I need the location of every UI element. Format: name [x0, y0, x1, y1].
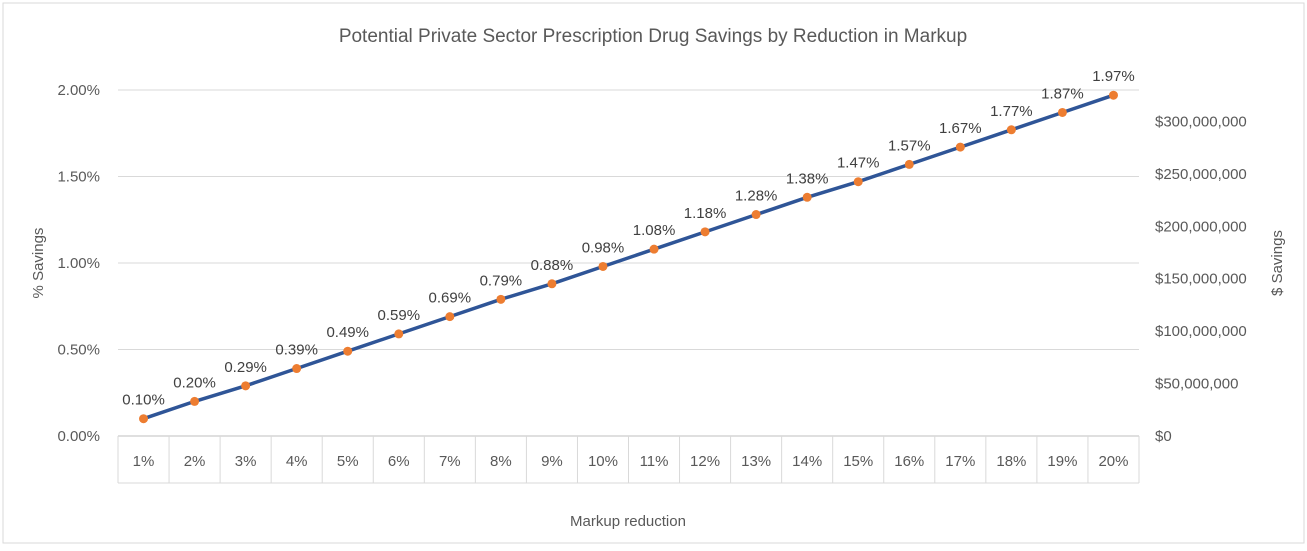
- data-labels: 0.10% 0.20% 0.29% 0.39% 0.49% 0.59% 0.69% 0.79%…: [122, 68, 1134, 409]
- data-point: [598, 261, 608, 271]
- data-label: 0.69%: [429, 290, 472, 307]
- y2-tick-label: $200,000,000: [1155, 218, 1247, 235]
- x-axis-title: Markup reduction: [570, 513, 686, 530]
- data-label: 1.97%: [1092, 68, 1135, 85]
- x-tick-label: 7%: [439, 453, 461, 470]
- x-tick-label: 8%: [490, 453, 512, 470]
- data-point: [700, 227, 710, 237]
- x-tick-label: 17%: [945, 453, 975, 470]
- data-label: 1.57%: [888, 137, 931, 154]
- x-tick-label: 5%: [337, 453, 359, 470]
- y-tick-label: 1.00%: [57, 255, 100, 272]
- data-point: [751, 210, 761, 220]
- data-label: 0.88%: [531, 257, 574, 274]
- data-label: 1.08%: [633, 222, 676, 239]
- x-tick-label: 3%: [235, 453, 257, 470]
- y2-tick-label: $300,000,000: [1155, 113, 1247, 130]
- x-tick-label: 19%: [1047, 453, 1077, 470]
- data-point: [139, 414, 149, 424]
- y-axis-title: % Savings: [30, 228, 47, 299]
- data-label: 0.79%: [480, 272, 523, 289]
- data-label: 1.38%: [786, 170, 829, 187]
- x-tick-label: 9%: [541, 453, 563, 470]
- x-tick-label: 13%: [741, 453, 771, 470]
- axes: 0.00% 0.50% 1.00% 1.50% 2.00% $0 $50,000,000 $1…: [57, 82, 1247, 484]
- x-tick-label: 10%: [588, 453, 618, 470]
- y2-tick-label: $50,000,000: [1155, 376, 1238, 393]
- data-label: 0.20%: [173, 374, 216, 391]
- series-0: [139, 90, 1118, 424]
- x-tick-label: 6%: [388, 453, 410, 470]
- data-label: 1.67%: [939, 120, 982, 137]
- data-label: 1.87%: [1041, 85, 1084, 102]
- data-point: [853, 177, 863, 187]
- data-label: 0.10%: [122, 392, 165, 409]
- y-tick-label: 0.00%: [57, 428, 100, 445]
- data-point: [649, 244, 659, 254]
- data-label: 0.39%: [275, 342, 318, 359]
- data-label: 1.47%: [837, 155, 880, 172]
- y-tick-label: 1.50%: [57, 169, 100, 186]
- data-point: [547, 279, 557, 289]
- data-label: 0.49%: [326, 324, 369, 341]
- y2-tick-label: $100,000,000: [1155, 323, 1247, 340]
- y-tick-label: 0.50%: [57, 342, 100, 359]
- data-point: [904, 159, 914, 169]
- x-tick-label: 1%: [133, 453, 155, 470]
- data-point: [1006, 125, 1016, 135]
- data-point: [343, 346, 353, 356]
- data-label: 1.77%: [990, 103, 1033, 120]
- data-label: 0.59%: [378, 307, 421, 324]
- y2-axis-title: $ Savings: [1269, 230, 1286, 296]
- data-point: [802, 192, 812, 202]
- x-tick-label: 12%: [690, 453, 720, 470]
- data-point: [394, 329, 404, 339]
- data-point: [190, 396, 200, 406]
- y2-tick-label: $250,000,000: [1155, 166, 1247, 183]
- x-tick-label: 18%: [996, 453, 1026, 470]
- series-line: [141, 93, 1116, 421]
- data-point: [1108, 90, 1118, 100]
- data-point: [955, 142, 965, 152]
- y2-tick-label: $0: [1155, 428, 1172, 445]
- data-point: [292, 364, 302, 374]
- x-tick-label: 16%: [894, 453, 924, 470]
- x-tick-label: 14%: [792, 453, 822, 470]
- data-point: [445, 312, 455, 322]
- gridlines: [118, 89, 1139, 350]
- data-point: [496, 294, 506, 304]
- x-tick-label: 15%: [843, 453, 873, 470]
- data-label: 1.28%: [735, 188, 778, 205]
- x-tick-label: 2%: [184, 453, 206, 470]
- data-point: [241, 381, 251, 391]
- x-tick-label: 4%: [286, 453, 308, 470]
- y-tick-label: 2.00%: [57, 82, 100, 99]
- data-label: 1.18%: [684, 205, 727, 222]
- x-tick-label: 20%: [1098, 453, 1128, 470]
- chart-title: Potential Private Sector Prescription Dr…: [339, 26, 967, 47]
- data-label: 0.29%: [224, 359, 267, 376]
- data-label: 0.98%: [582, 239, 625, 256]
- y2-tick-label: $150,000,000: [1155, 271, 1247, 288]
- x-tick-label: 11%: [640, 453, 669, 470]
- data-point: [1057, 107, 1067, 117]
